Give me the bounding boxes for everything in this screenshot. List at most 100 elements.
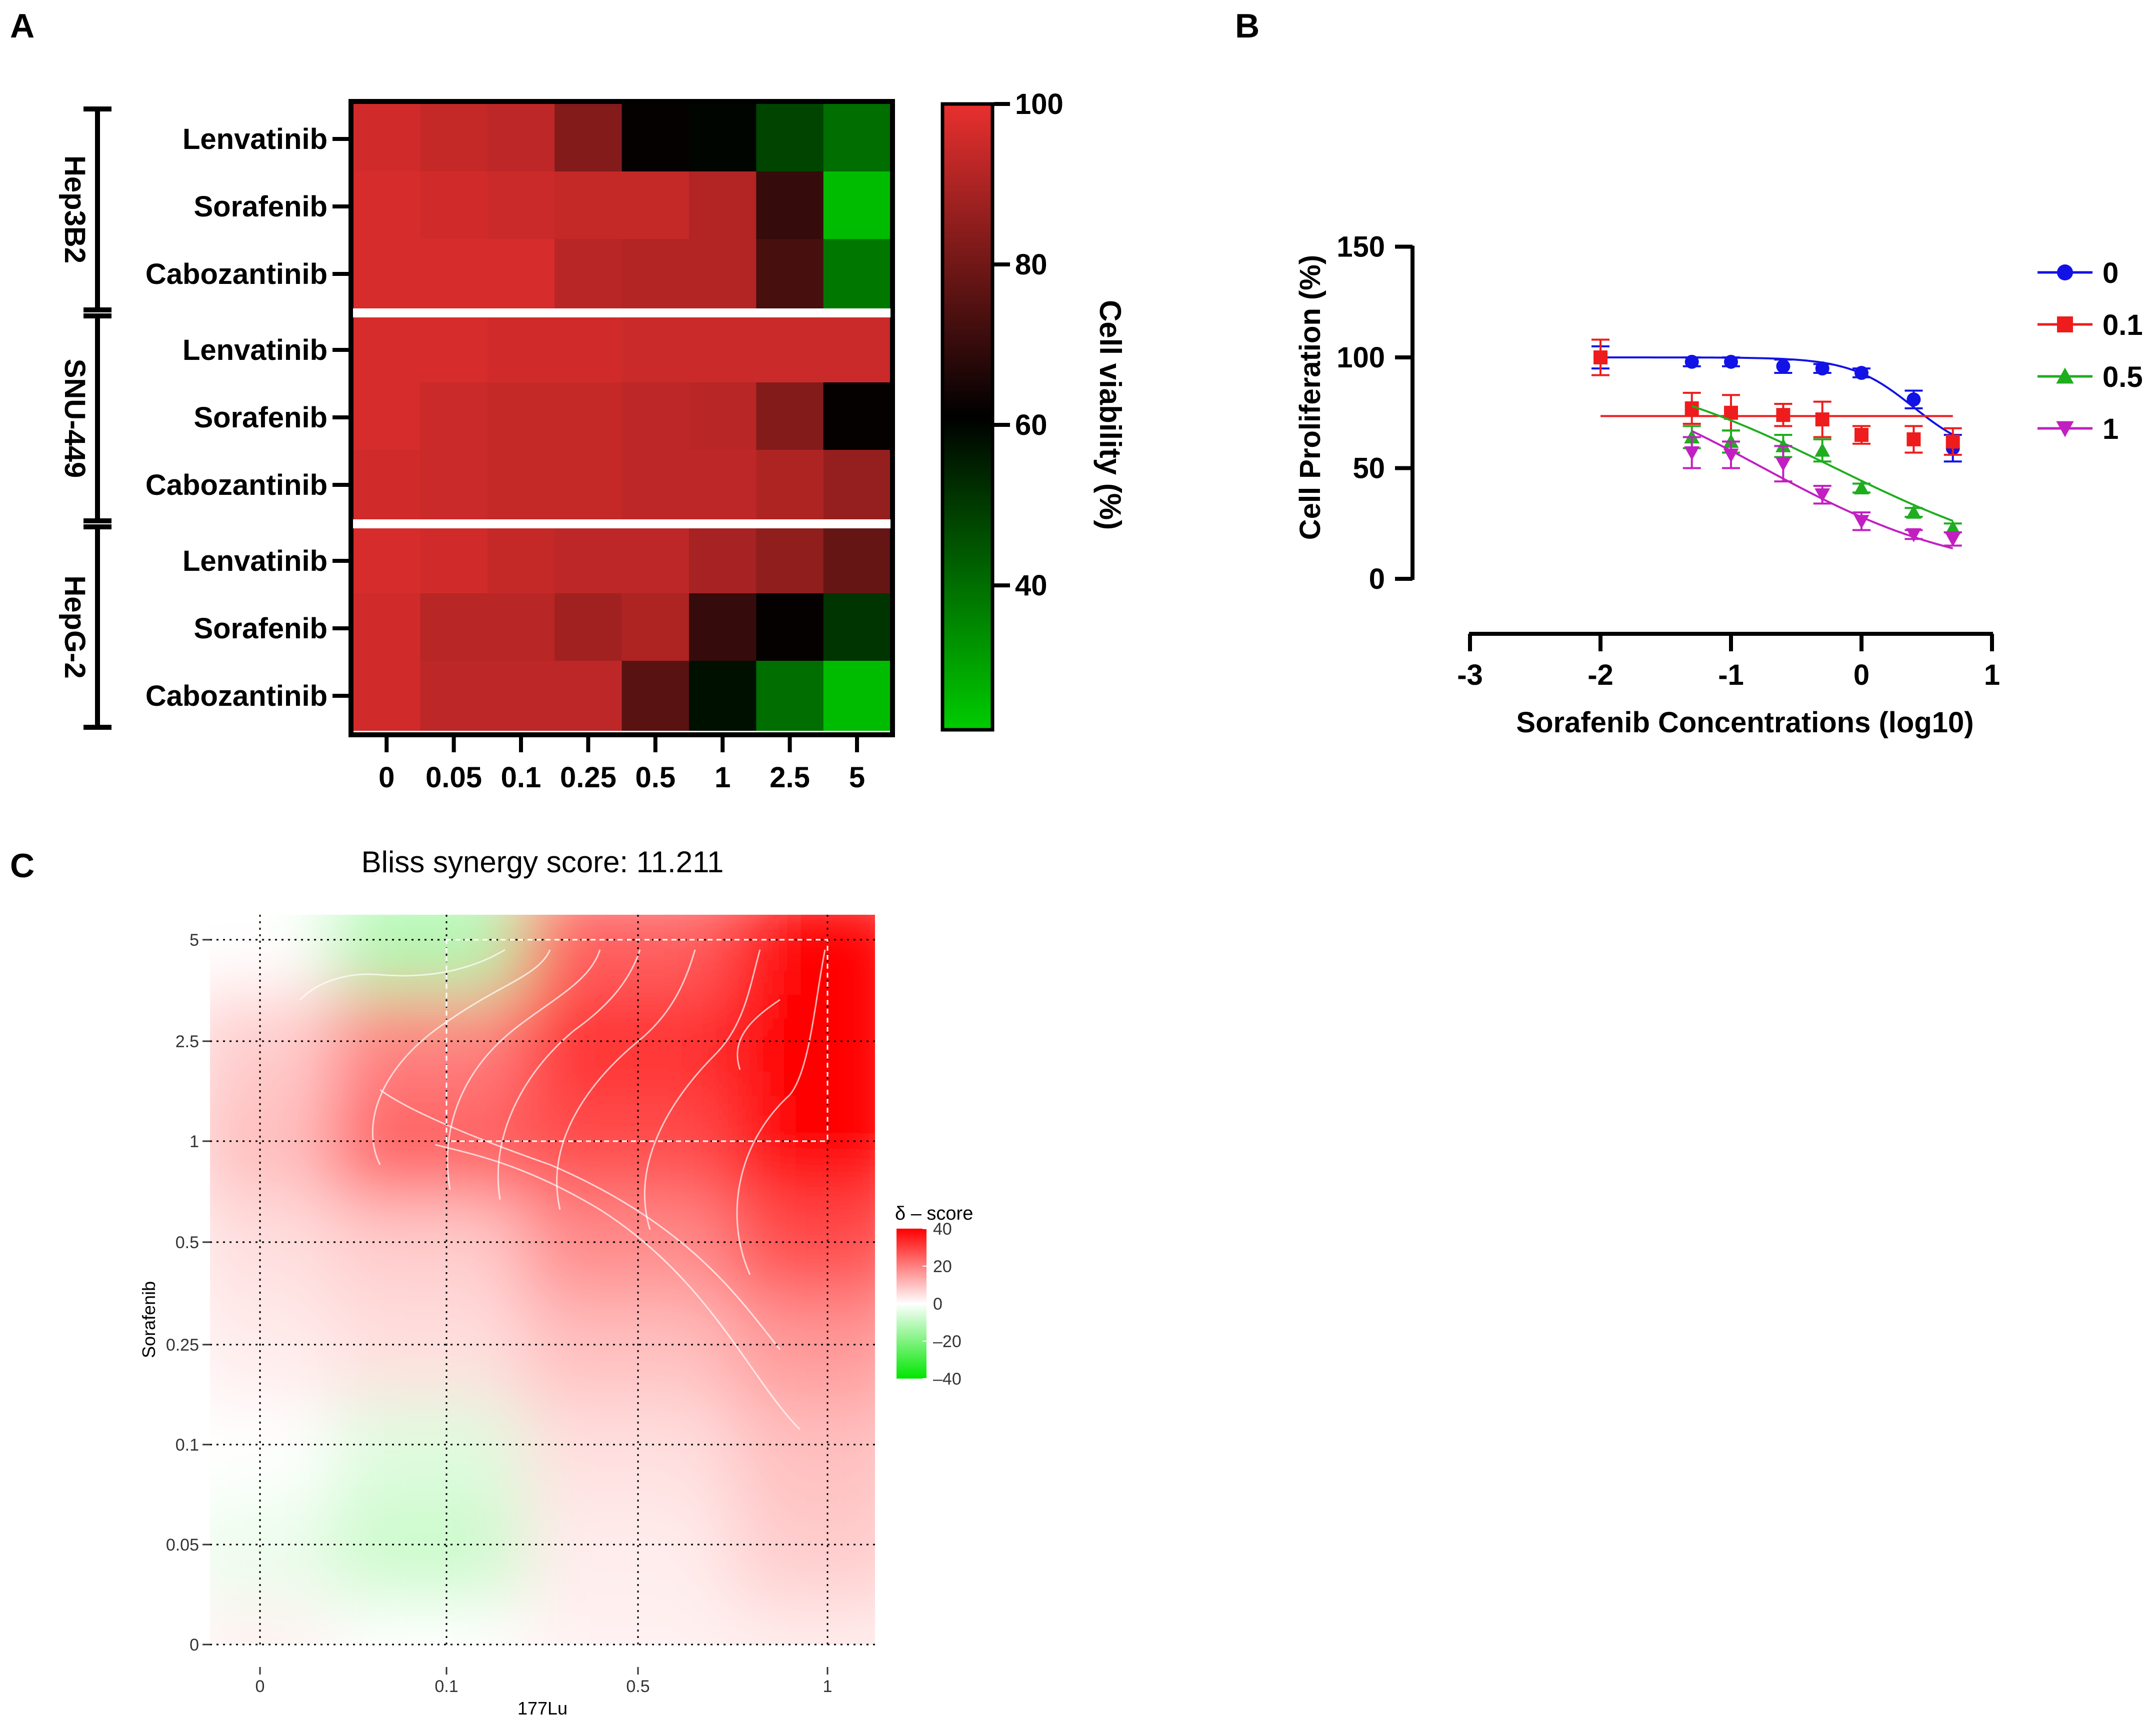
plot-c-legend: δ – score 40 20 0 –20 –40: [895, 1203, 973, 1389]
heatmap-a-cell: [756, 104, 824, 174]
plot-b-point: [1776, 408, 1790, 422]
heatmap-a-cell: [823, 382, 892, 452]
plot-b-point: [1814, 442, 1830, 457]
plot-b-legend-item: 1: [2038, 413, 2118, 445]
plot-c-y-tick-label: 0.25: [166, 1336, 199, 1355]
panel-label-a: A: [10, 7, 34, 45]
heatmap-c-contour: [556, 949, 696, 1210]
heatmap-a-cell: [823, 450, 892, 520]
plot-b-point: [1906, 504, 1922, 519]
heatmap-a-col-label: 0.5: [635, 761, 676, 794]
heatmap-a-cell: [622, 526, 690, 596]
heatmap-a-cell: [622, 315, 690, 385]
plot-b-point: [1776, 457, 1791, 472]
plot-b-legend-label: 0: [2102, 257, 2118, 289]
plot-b-legend-item: 0.5: [2038, 361, 2143, 393]
heatmap-a-row-label: Lenvatinib: [182, 123, 328, 155]
heatmap-a-cell: [554, 382, 622, 452]
plot-c-title: Bliss synergy score: 11.211: [362, 845, 724, 879]
heatmap-a-cell: [554, 450, 622, 520]
heatmap-a-cell: [689, 239, 757, 309]
plot-b-x-tick-label: -3: [1457, 659, 1483, 691]
plot-c-y-tick-label: 1: [190, 1132, 199, 1151]
heatmap-a-cell: [823, 593, 892, 663]
heatmap-a-cell: [622, 382, 690, 452]
plot-b-point: [1945, 532, 1961, 547]
plot-b-point: [1684, 446, 1700, 460]
plot-b-legend-label: 0.1: [2102, 309, 2143, 341]
heatmap-a-cell: [756, 593, 824, 663]
heatmap-a-cell: [420, 593, 488, 663]
plot-c-y-tick-label: 0.1: [176, 1436, 199, 1455]
heatmap-a-cell: [554, 315, 622, 385]
plot-c-y-tick-label: 0: [190, 1636, 199, 1655]
plot-b-point: [1723, 448, 1739, 463]
plot-b-point: [1854, 428, 1868, 442]
colorbar-a-tick-label: 100: [1015, 88, 1064, 120]
panel-c-synergy: Bliss synergy score: 11.211 0 0.05 0.1 0.25…: [138, 845, 973, 1719]
heatmap-a-cell: [353, 315, 421, 385]
heatmap-a-cell: [689, 104, 757, 174]
heatmap-a-col-label: 5: [849, 761, 865, 794]
plot-b-point: [1814, 488, 1830, 503]
heatmap-a-row-label: Cabozantinib: [146, 469, 328, 501]
panel-label-c: C: [10, 847, 34, 885]
colorbar-a-label: Cell viability (%): [1094, 300, 1127, 530]
heatmap-a-cell: [756, 315, 824, 385]
heatmap-a-cell: [420, 450, 488, 520]
heatmap-a-cell: [689, 593, 757, 663]
plot-b-point: [1724, 354, 1738, 369]
plot-b-series: [1592, 338, 1962, 456]
heatmap-a-cell: [823, 171, 892, 241]
heatmap-a-group-bracket: Hep3B2: [58, 106, 112, 312]
plot-c-highlight-box: [446, 939, 828, 1142]
heatmap-c-surface: [210, 915, 875, 1645]
plot-c-x-tick-label: 0: [256, 1677, 265, 1696]
heatmap-c-cell: [210, 915, 330, 995]
plot-c-legend-tick-label: 40: [933, 1220, 952, 1239]
plot-c-legend-tick-label: 0: [933, 1295, 942, 1314]
heatmap-c-contour: [434, 1144, 801, 1431]
plot-b-legend-item: 0.1: [2038, 309, 2143, 341]
heatmap-a-row-label: Lenvatinib: [182, 334, 328, 366]
plot-b-point: [1724, 405, 1738, 420]
plot-b-y-tick-label: 50: [1352, 452, 1385, 485]
plot-c-y-tick-label: 5: [190, 931, 199, 950]
heatmap-a-cell: [689, 382, 757, 452]
plot-b-legend-item: 0: [2038, 257, 2118, 289]
heatmap-a-cell: [487, 239, 556, 309]
heatmap-a-cell: [756, 171, 824, 241]
heatmap-a-cell: [420, 104, 488, 174]
plot-b-point: [1854, 480, 1870, 494]
heatmap-a-cell: [823, 661, 892, 731]
heatmap-a-col-label: 2.5: [770, 761, 810, 794]
plot-c-legend-ticks: 40 20 0 –20 –40: [922, 1220, 962, 1389]
heatmap-a-cell: [622, 171, 690, 241]
heatmap-c-contour: [736, 999, 780, 1070]
heatmap-a-cell: [756, 526, 824, 596]
heatmap-a-cell: [554, 239, 622, 309]
heatmap-c-contours: [299, 949, 826, 1431]
heatmap-a-col-label: 0.1: [501, 761, 542, 794]
colorbar-a-tick-label: 40: [1015, 569, 1048, 602]
plot-b-x-tick-label: -1: [1718, 659, 1744, 691]
plot-b-y-tick-label: 0: [1369, 563, 1385, 595]
plot-c-x-tick-label: 1: [823, 1677, 832, 1696]
heatmap-a-group-label: Hep3B2: [58, 155, 91, 263]
heatmap-a-cell: [487, 171, 556, 241]
colorbar-a-tick-label: 80: [1015, 248, 1048, 281]
heatmap-a-cell: [353, 526, 421, 596]
plot-b-point: [1906, 392, 1921, 407]
heatmap-a-group-bracket: HepG-2: [58, 524, 112, 730]
heatmap-a-cell: [823, 239, 892, 309]
heatmap-c-contour: [644, 949, 761, 1230]
plot-b-legend-label: 1: [2102, 413, 2118, 445]
heatmap-a-cell: [420, 526, 488, 596]
plot-c-y-tick-label: 0.05: [166, 1536, 199, 1555]
plot-b-x-tick-label: 1: [1984, 659, 2000, 691]
heatmap-a-cell: [487, 526, 556, 596]
group-separator-2: [353, 519, 890, 528]
plot-b-point: [1815, 361, 1830, 376]
plot-c-legend-tick-label: 20: [933, 1257, 952, 1276]
